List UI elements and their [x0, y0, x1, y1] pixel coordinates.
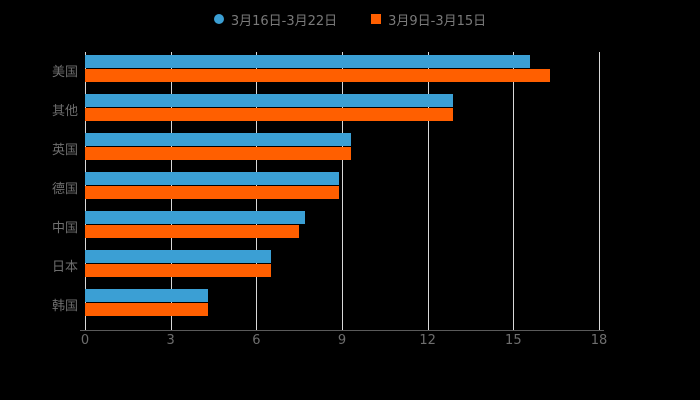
x-axis-tick-label: 9: [337, 333, 347, 348]
bar-group: [85, 55, 599, 93]
bar-series-1[interactable]: [85, 147, 351, 160]
y-axis-category-label: 德国: [51, 182, 78, 197]
bar-group: [85, 94, 599, 132]
bar-series-1[interactable]: [85, 264, 271, 277]
legend-item-series-0[interactable]: 3月16日-3月22日: [213, 10, 338, 29]
legend-swatch-square-icon: [371, 14, 382, 24]
y-axis-category-label: 英国: [51, 143, 78, 158]
x-axis-tick: [342, 325, 343, 330]
bar-group: [85, 211, 599, 249]
legend-swatch-circle-icon: [213, 14, 224, 24]
y-axis-category-label: 美国: [51, 65, 78, 80]
y-axis-category-label: 韩国: [51, 299, 78, 314]
bar-series-1[interactable]: [85, 108, 454, 121]
bar-series-0[interactable]: [85, 94, 454, 107]
bar-group: [85, 172, 599, 210]
x-axis-tick-label: 18: [590, 333, 608, 348]
bar-series-1[interactable]: [85, 186, 340, 199]
bar-group: [85, 250, 599, 288]
x-axis-line: [80, 330, 604, 331]
bar-series-0[interactable]: [85, 55, 531, 68]
bar-series-1[interactable]: [85, 69, 551, 82]
bar-series-0[interactable]: [85, 250, 271, 263]
chart-legend: 3月16日-3月22日 3月9日-3月15日: [0, 8, 700, 30]
gridline: [427, 52, 429, 325]
x-axis-tick-label: 0: [80, 333, 90, 348]
legend-item-series-1[interactable]: 3月9日-3月15日: [371, 10, 486, 29]
bar-series-0[interactable]: [85, 289, 208, 302]
gridline: [342, 52, 343, 325]
plot-area: [85, 52, 600, 327]
x-axis-tick: [170, 325, 172, 330]
y-axis-category-label: 日本: [51, 260, 78, 275]
x-axis-tick: [427, 325, 429, 330]
x-axis-tick: [256, 325, 258, 330]
x-axis-tick-label: 15: [505, 333, 522, 348]
bar-group: [85, 289, 599, 327]
gridline: [599, 52, 600, 325]
x-axis-tick: [85, 325, 86, 330]
legend-label-series-0: 3月16日-3月22日: [230, 13, 338, 29]
bar-series-1[interactable]: [85, 303, 208, 316]
bar-series-0[interactable]: [85, 133, 351, 146]
x-axis-tick-label: 12: [419, 333, 436, 348]
x-axis-tick-label: 6: [252, 333, 261, 348]
y-axis-category-label: 中国: [51, 221, 78, 236]
bar-series-1[interactable]: [85, 225, 300, 238]
gridline: [513, 52, 515, 325]
bar-series-0[interactable]: [85, 172, 340, 185]
bar-series-0[interactable]: [85, 211, 305, 224]
legend-label-series-1: 3月9日-3月15日: [388, 13, 487, 29]
x-axis-tick-label: 3: [166, 333, 175, 348]
y-axis-category-label: 其他: [51, 104, 78, 119]
bar-group: [85, 133, 599, 171]
x-axis-tick: [513, 325, 515, 330]
x-axis-tick: [599, 325, 600, 330]
